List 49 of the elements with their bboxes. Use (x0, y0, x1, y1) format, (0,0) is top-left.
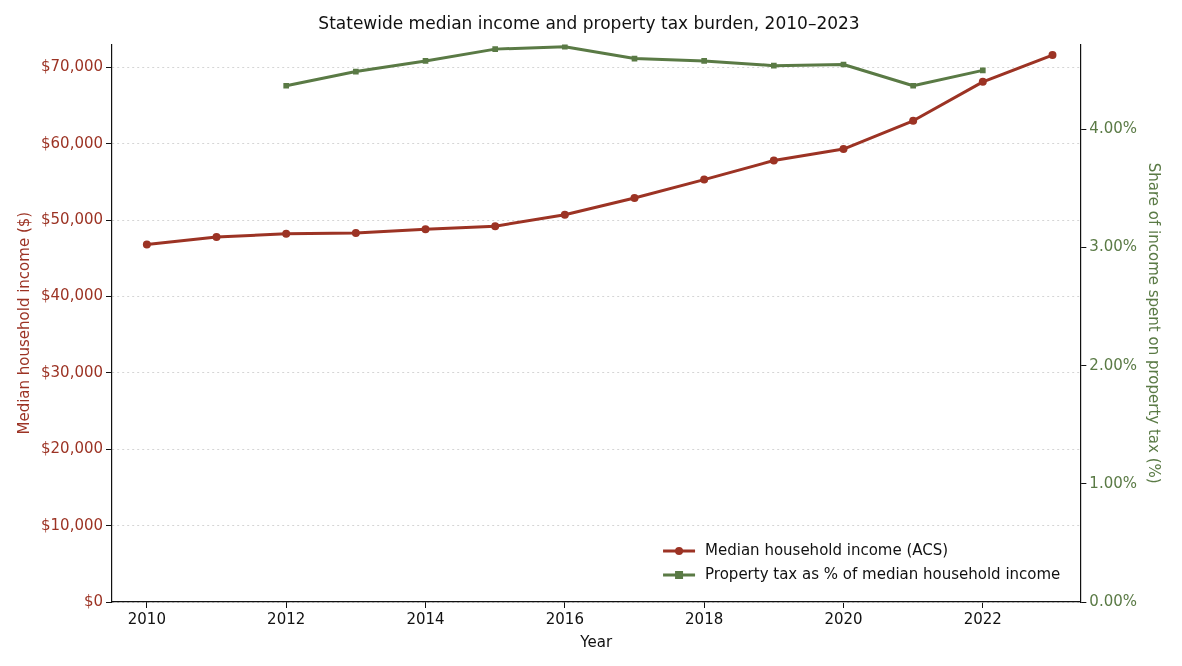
point (1048, 51, 1057, 60)
point (283, 82, 290, 89)
point (978, 77, 987, 86)
y2-tick-label: 2.00% (1089, 355, 1137, 374)
point (909, 116, 918, 125)
y-tick-label: $40,000 (41, 286, 104, 305)
point (282, 229, 291, 238)
y2-tick-label: 0.00% (1089, 591, 1137, 610)
y-tick-label: $30,000 (41, 362, 104, 381)
y-tick-label: $10,000 (41, 515, 104, 534)
point (562, 44, 568, 50)
point (421, 225, 430, 234)
y2-axis-title: Share of income spent on property tax (%) (1145, 162, 1164, 484)
point (492, 46, 499, 52)
point (701, 58, 707, 64)
x-axis-title: Year (579, 632, 613, 651)
x-tick-label: 2022 (963, 609, 1002, 628)
point (700, 175, 709, 184)
legend-label: Median household income (ACS) (705, 540, 949, 559)
x-tick-label: 2010 (127, 609, 166, 628)
x-tick-label: 2014 (406, 609, 445, 628)
point (910, 82, 916, 89)
y-axis-title: Median household income ($) (14, 211, 33, 435)
y2-tick-label: 4.00% (1089, 119, 1137, 138)
point (839, 145, 848, 154)
point (491, 222, 500, 231)
y-tick-label: $20,000 (41, 439, 104, 458)
point (212, 232, 221, 241)
point (769, 156, 778, 165)
point (422, 58, 429, 64)
x-tick-label: 2012 (267, 609, 306, 628)
y-tick-label: $70,000 (41, 57, 104, 76)
y2-tick-label: 1.00% (1089, 473, 1137, 492)
chart-title: Statewide median income and property tax burden, 2010–2023 (318, 12, 860, 33)
y-tick-label: $60,000 (41, 133, 104, 152)
y-tick-label: $50,000 (41, 209, 104, 228)
point (979, 67, 986, 74)
x-tick-label: 2016 (545, 609, 584, 628)
x-tick-label: 2020 (824, 609, 863, 628)
point (353, 68, 359, 75)
legend-label: Property tax as % of median household income (705, 564, 1061, 583)
point (351, 229, 360, 238)
point (560, 210, 569, 219)
point (771, 62, 777, 69)
point (142, 240, 151, 249)
y-tick-label: $0 (83, 591, 104, 610)
point (630, 193, 639, 202)
y2-tick-label: 3.00% (1089, 237, 1137, 256)
x-tick-label: 2018 (685, 609, 724, 628)
